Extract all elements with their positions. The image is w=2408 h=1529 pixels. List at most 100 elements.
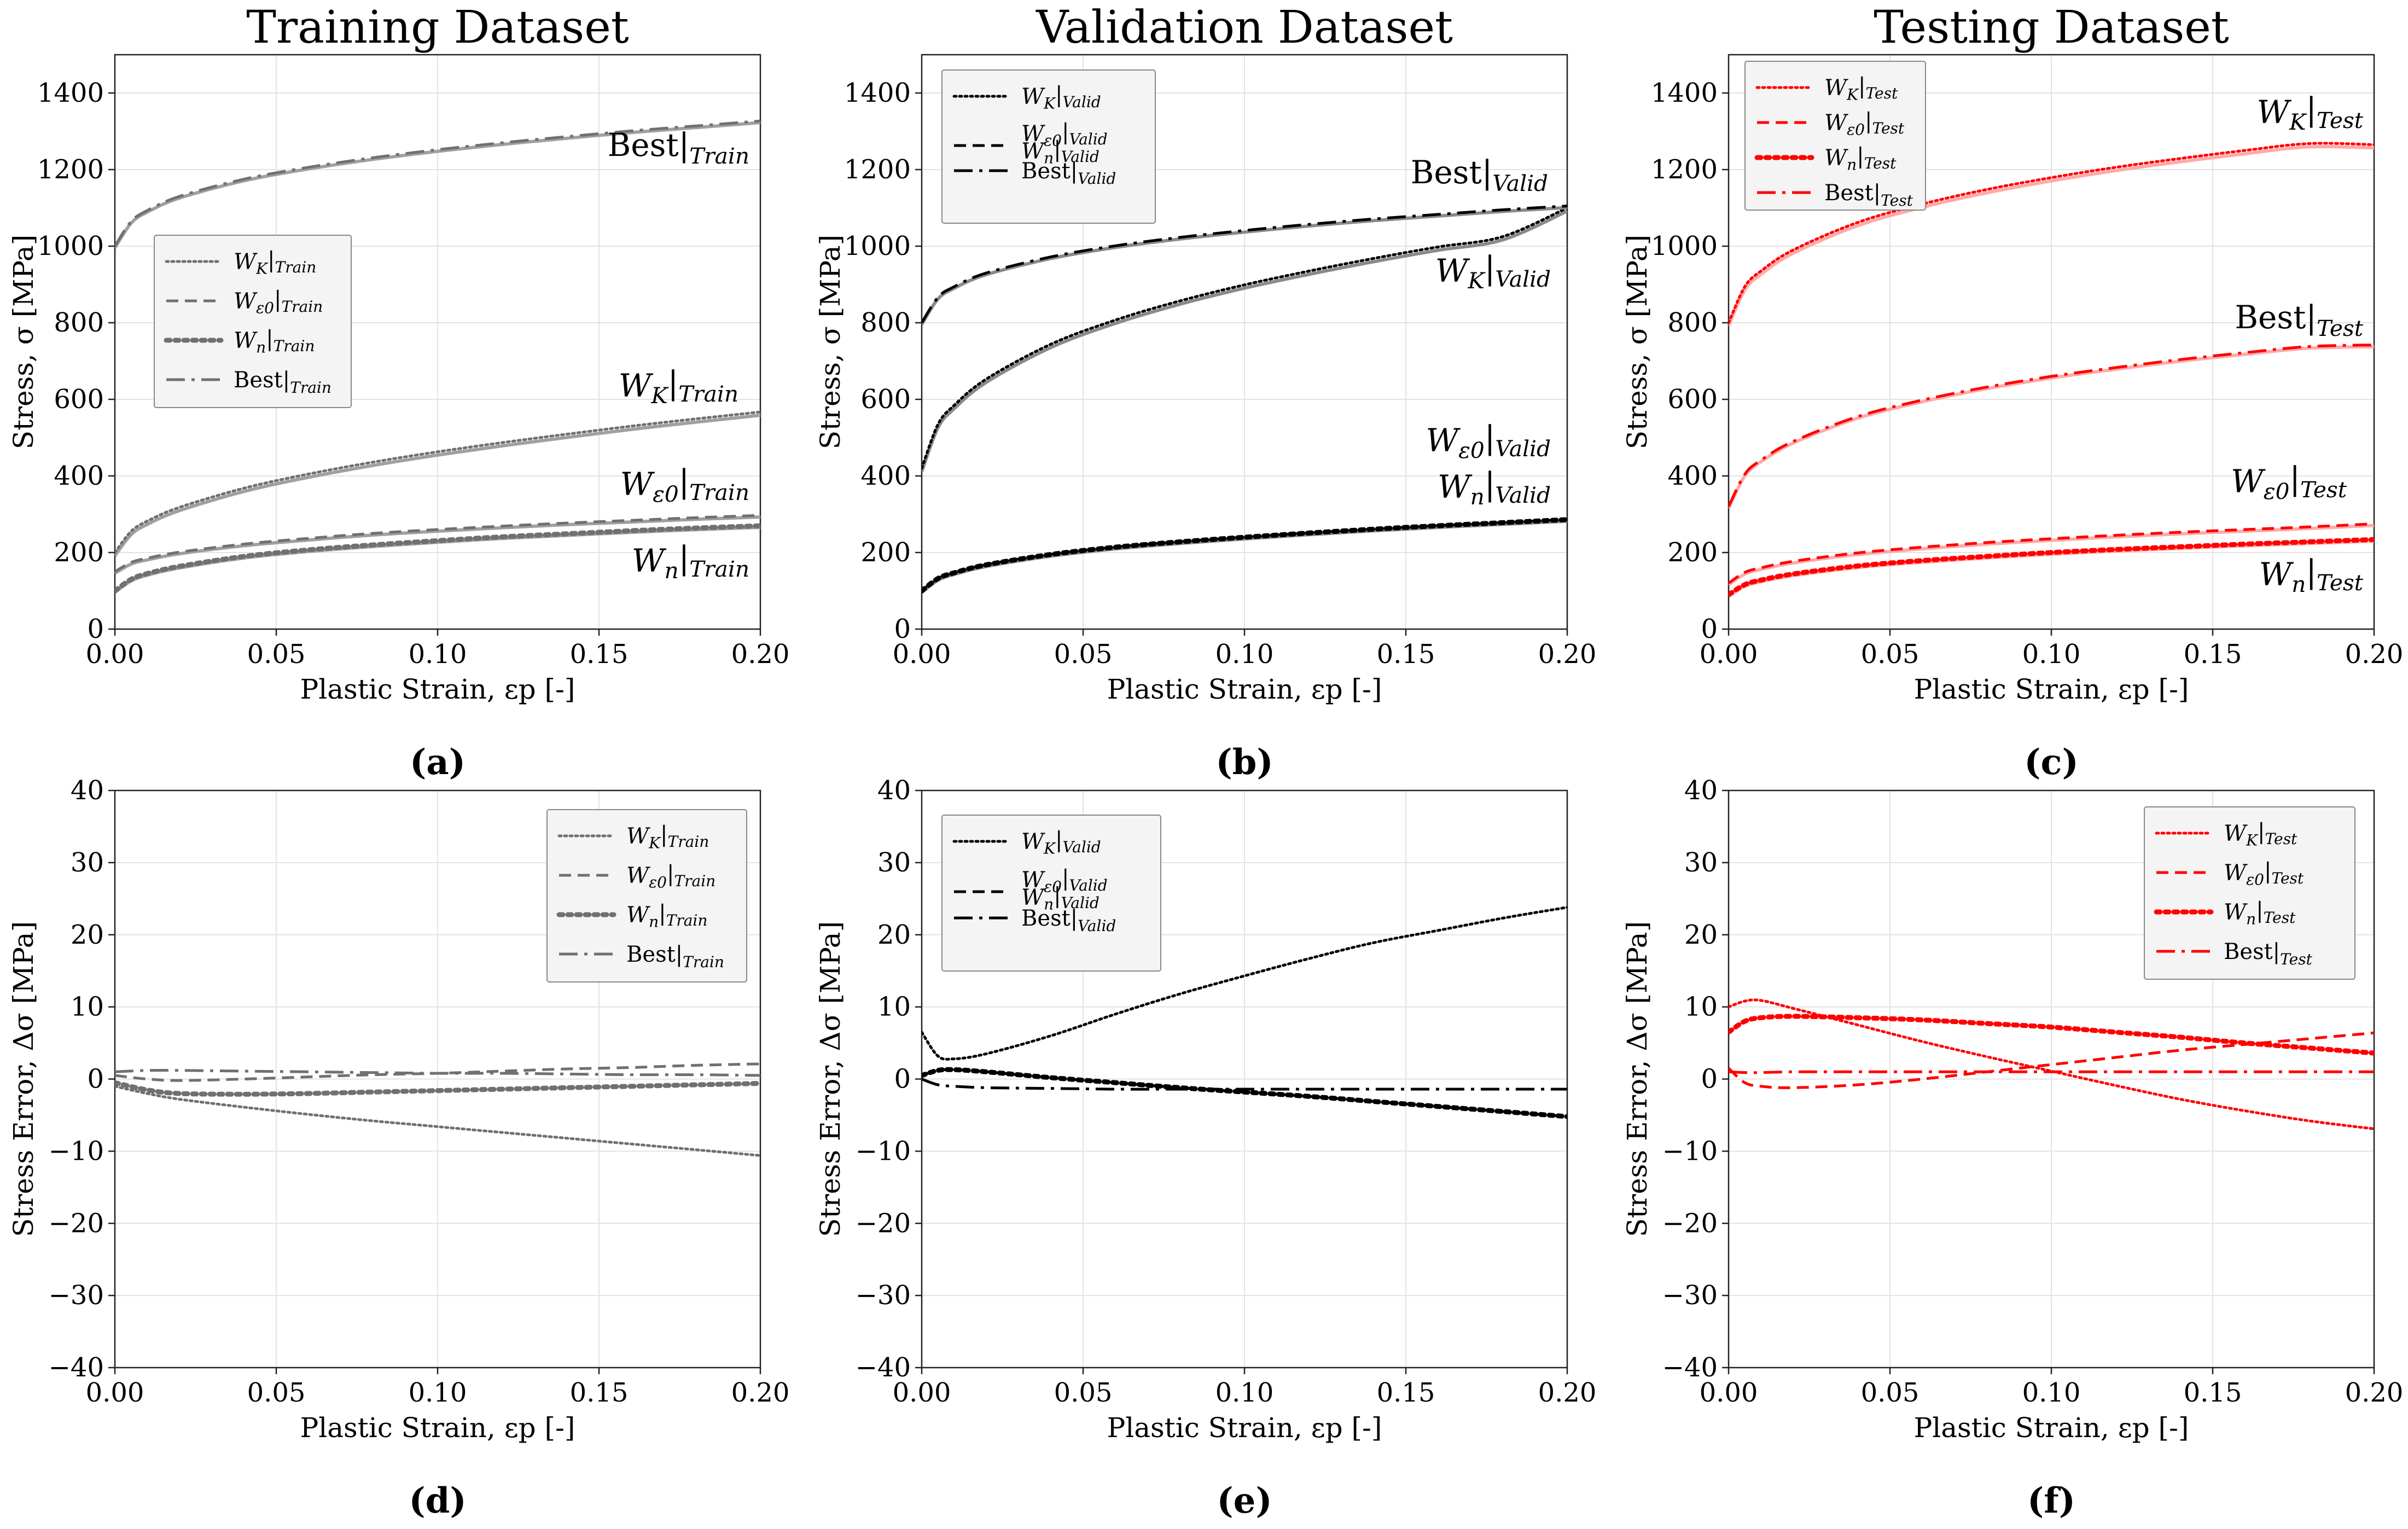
reference-curve	[1729, 345, 2374, 509]
series-line	[1729, 344, 2374, 508]
panel-caption: (c)	[2024, 742, 2079, 783]
series-line	[1729, 998, 2374, 1130]
y-tick-label: 600	[54, 384, 104, 415]
legend-label: WK|Valid	[1021, 82, 1101, 112]
x-tick-label: 0.00	[1700, 1377, 1758, 1408]
legend: WK|Test Wε0|Test Wn|Test Best|Test	[2144, 806, 2355, 980]
legend-label: Wn|Test	[2224, 898, 2296, 928]
x-tick-label: 0.05	[247, 639, 306, 670]
y-tick-label: 0	[1701, 1064, 1718, 1095]
y-tick-label: −20	[49, 1208, 104, 1239]
y-tick-label: 30	[71, 847, 104, 878]
legend-label: Wn|Valid	[1021, 883, 1100, 913]
series-line	[922, 1078, 1567, 1091]
chart-panel-c: 0.00 0.05 0.10 0.15 0.20 0 200 400 600 800 1000 120…	[1621, 2, 2403, 783]
y-tick-label: −20	[856, 1208, 911, 1239]
x-tick-label: 0.05	[1054, 1377, 1113, 1408]
chart-panel-d: 0.00 0.05 0.10 0.15 0.20 −40 −30 −20 −10 0 10 20 30 4…	[8, 775, 789, 1521]
curve-annotation: Wn|Test	[2259, 553, 2364, 597]
y-tick-label: 800	[54, 307, 104, 338]
series-line	[922, 517, 1567, 594]
legend-box	[941, 815, 1161, 972]
y-tick-label: 400	[54, 461, 104, 491]
legend-label: Wn|Train	[626, 900, 707, 931]
y-tick-label: 1200	[844, 154, 911, 185]
y-tick-label: 0	[894, 614, 911, 644]
y-tick-label: 30	[877, 847, 911, 878]
x-tick-label: 0.10	[2022, 1377, 2081, 1408]
x-tick-label: 0.00	[893, 1377, 951, 1408]
panel-caption: (b)	[1215, 742, 1273, 783]
legend-label: WK|Test	[1824, 73, 1898, 103]
legend-label: WK|Valid	[1021, 827, 1101, 857]
panel-caption: (a)	[410, 742, 466, 783]
panel-caption: (d)	[409, 1480, 466, 1521]
x-tick-label: 0.10	[2022, 639, 2081, 670]
y-tick-label: 800	[860, 307, 911, 338]
curve-annotation: Best|Test	[2235, 299, 2363, 341]
y-tick-label: −30	[856, 1280, 911, 1311]
y-tick-label: 1200	[1651, 154, 1718, 185]
x-tick-label: 0.00	[893, 639, 951, 670]
legend-box	[2144, 806, 2355, 980]
chart-title: Testing Dataset	[1874, 2, 2229, 54]
series-line	[922, 206, 1567, 470]
y-tick-label: 30	[1684, 847, 1718, 878]
x-tick-label: 0.20	[731, 639, 790, 670]
curve-annotation: WK|Test	[2256, 91, 2363, 135]
y-tick-label: 1400	[1651, 78, 1718, 108]
curve-annotation: Wε0|Valid	[1426, 419, 1551, 463]
panel-caption: (e)	[1217, 1480, 1272, 1521]
y-axis-label: Stress, σ [MPa]	[1621, 235, 1653, 449]
y-axis-label: Stress Error, Δσ [MPa]	[1621, 921, 1653, 1237]
chart-panel-b: 0.00 0.05 0.10 0.15 0.20 0 200 400 600 800 1000 120…	[815, 2, 1596, 783]
legend-label: Wε0|Test	[1824, 108, 1905, 138]
y-tick-label: 1400	[844, 78, 911, 108]
x-tick-label: 0.20	[1538, 1377, 1597, 1408]
chart-panel-e: 0.00 0.05 0.10 0.15 0.20 −40 −30 −20 −10 0 10 20 30 4…	[815, 775, 1596, 1521]
x-tick-label: 0.20	[731, 1377, 790, 1408]
y-tick-label: 0	[87, 614, 104, 644]
x-tick-label: 0.15	[1377, 1377, 1435, 1408]
x-tick-label: 0.00	[1700, 639, 1758, 670]
series-line	[115, 514, 760, 573]
y-tick-label: 1000	[37, 231, 104, 261]
series-line	[1729, 142, 2374, 324]
x-tick-label: 0.10	[1215, 1377, 1274, 1408]
y-tick-label: −20	[1662, 1208, 1718, 1239]
legend-label: Wε0|Test	[2224, 858, 2304, 888]
y-tick-label: 800	[1667, 307, 1718, 338]
legend-label: Best|Test	[2224, 939, 2313, 968]
x-tick-label: 0.15	[2184, 1377, 2242, 1408]
reference-curve	[922, 210, 1567, 473]
series-line	[1729, 1014, 2374, 1056]
series-line	[115, 1080, 760, 1097]
legend-box	[546, 809, 747, 982]
reference-curve	[115, 414, 760, 557]
y-tick-label: −40	[49, 1352, 104, 1383]
legend-box	[1744, 61, 1926, 211]
legend: WK|Train Wε0|Train Wn|Train Best|Train	[546, 809, 747, 982]
y-tick-label: 200	[860, 537, 911, 568]
y-tick-label: 400	[1667, 461, 1718, 491]
y-tick-label: 10	[877, 992, 911, 1022]
legend-label: Wε0|Valid	[1021, 119, 1108, 149]
x-tick-label: 0.15	[570, 639, 629, 670]
chart-panel-f: 0.00 0.05 0.10 0.15 0.20 −40 −30 −20 −10 0 10 20 30 4…	[1621, 775, 2403, 1521]
curve-annotation: WK|Valid	[1435, 249, 1551, 294]
x-axis-label: Plastic Strain, εp [-]	[300, 673, 575, 705]
series-line	[115, 1068, 760, 1077]
series-line	[1729, 537, 2374, 597]
y-tick-label: 400	[860, 461, 911, 491]
series-line	[1729, 522, 2374, 585]
x-tick-label: 0.05	[1054, 639, 1113, 670]
y-tick-label: 600	[1667, 384, 1718, 415]
x-tick-label: 0.10	[409, 1377, 467, 1408]
x-axis-label: Plastic Strain, εp [-]	[1914, 673, 2189, 705]
x-tick-label: 0.00	[86, 639, 144, 670]
legend: WK|Test Wε0|Test Wn|Test Best|Test	[1744, 61, 1926, 211]
y-tick-label: 0	[894, 1064, 911, 1095]
x-tick-label: 0.00	[86, 1377, 144, 1408]
x-tick-label: 0.05	[247, 1377, 306, 1408]
